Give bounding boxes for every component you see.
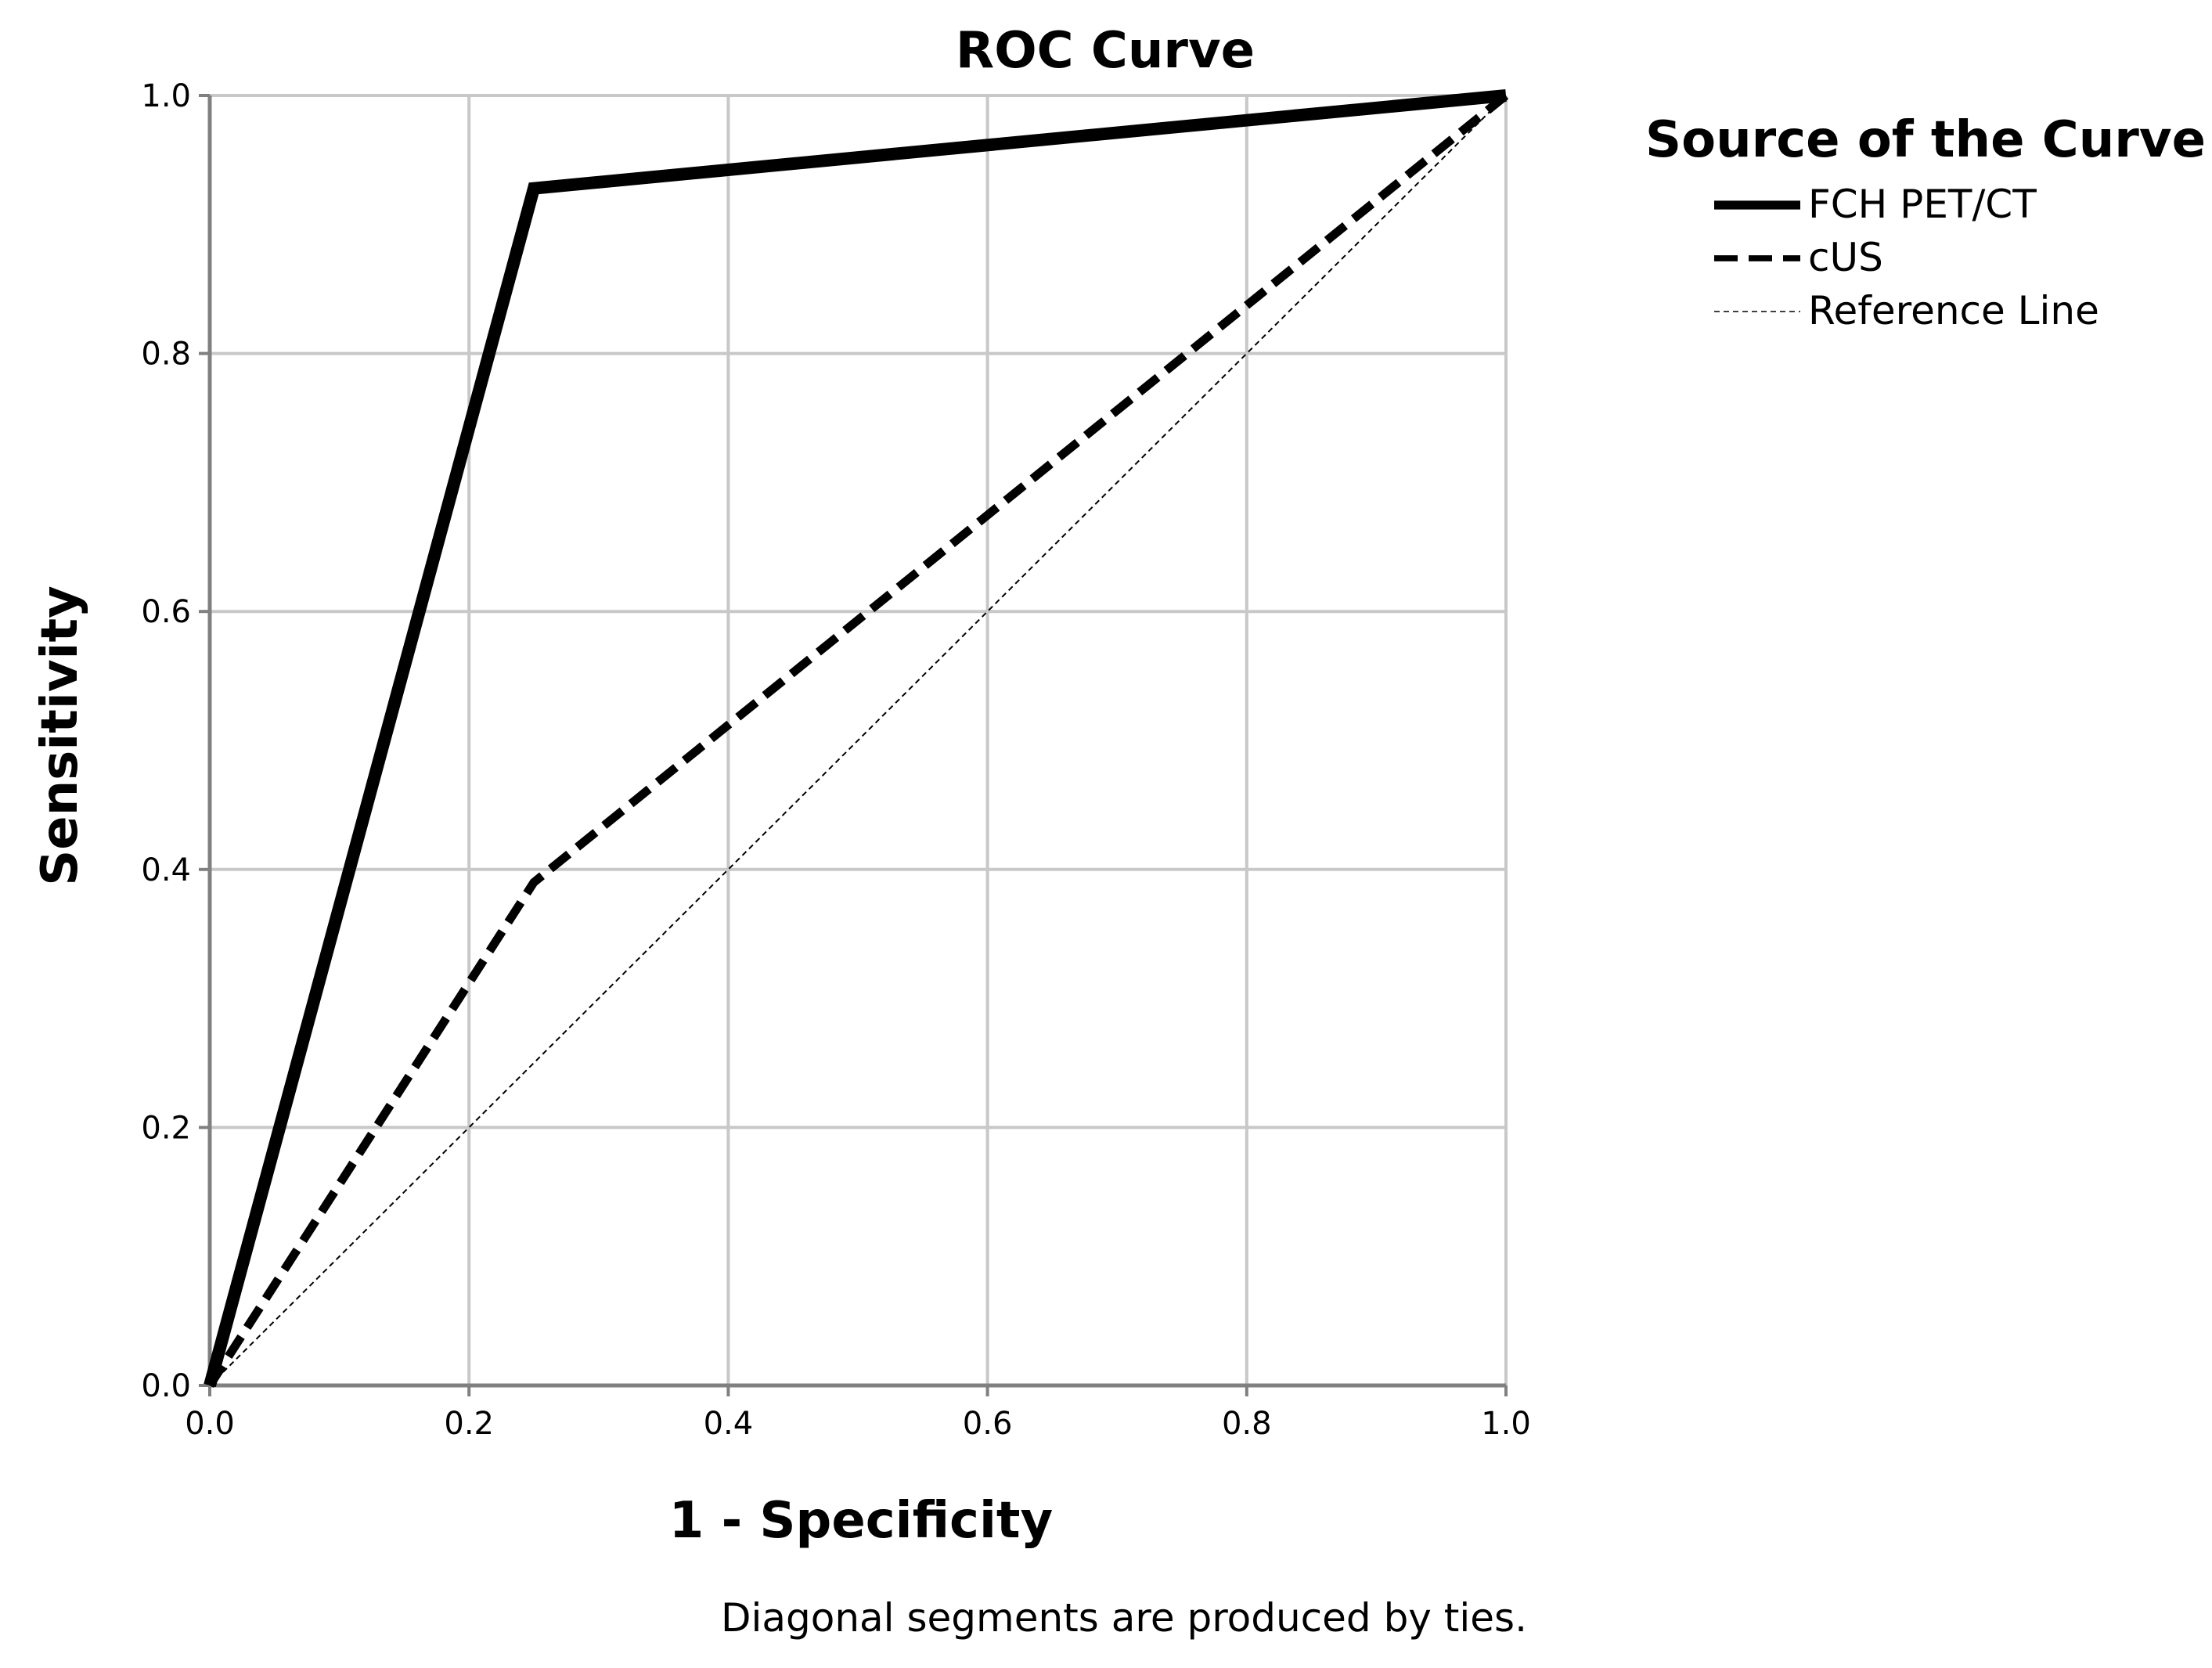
legend-label: FCH PET/CT [1808, 182, 2037, 227]
x-axis-label: 1 - Specificity [669, 1492, 1053, 1550]
x-tick-label: 0.2 [444, 1406, 494, 1442]
y-tick-label: 0.4 [141, 852, 191, 888]
y-tick-label: 0.6 [141, 594, 191, 630]
tick-labels: 0.0 0.2 0.4 0.6 0.8 1.0 0.0 0.2 0.4 0.6 0.8 1.0 [141, 78, 1530, 1442]
footnote: Diagonal segments are produced by ties. [721, 1595, 1527, 1641]
series-line-cus [206, 92, 1509, 1388]
grid-layer [210, 94, 1508, 1385]
y-tick-label: 0.2 [141, 1110, 191, 1146]
series-line-reference-line [209, 95, 1507, 1386]
legend: Source of the Curve FCH PET/CT cUS Referen… [1645, 111, 2206, 333]
x-tick-label: 0.8 [1222, 1406, 1272, 1442]
legend-label: Reference Line [1808, 288, 2099, 333]
legend-title: Source of the Curve [1645, 111, 2206, 169]
x-tick-label: 0.6 [963, 1406, 1013, 1442]
y-axis-label: Sensitivity [31, 585, 89, 886]
x-tick-label: 1.0 [1481, 1406, 1531, 1442]
y-tick-label: 0.8 [141, 337, 191, 373]
chart-title: ROC Curve [956, 22, 1255, 80]
x-tick-label: 0.0 [185, 1406, 235, 1442]
series-line-fch-pet-ct [204, 89, 1507, 1388]
axes-layer [199, 94, 1508, 1396]
series-layer [204, 89, 1509, 1388]
y-tick-label: 1.0 [141, 78, 191, 114]
x-tick-label: 0.4 [704, 1406, 754, 1442]
legend-label: cUS [1808, 235, 1883, 280]
y-tick-label: 0.0 [141, 1368, 191, 1404]
